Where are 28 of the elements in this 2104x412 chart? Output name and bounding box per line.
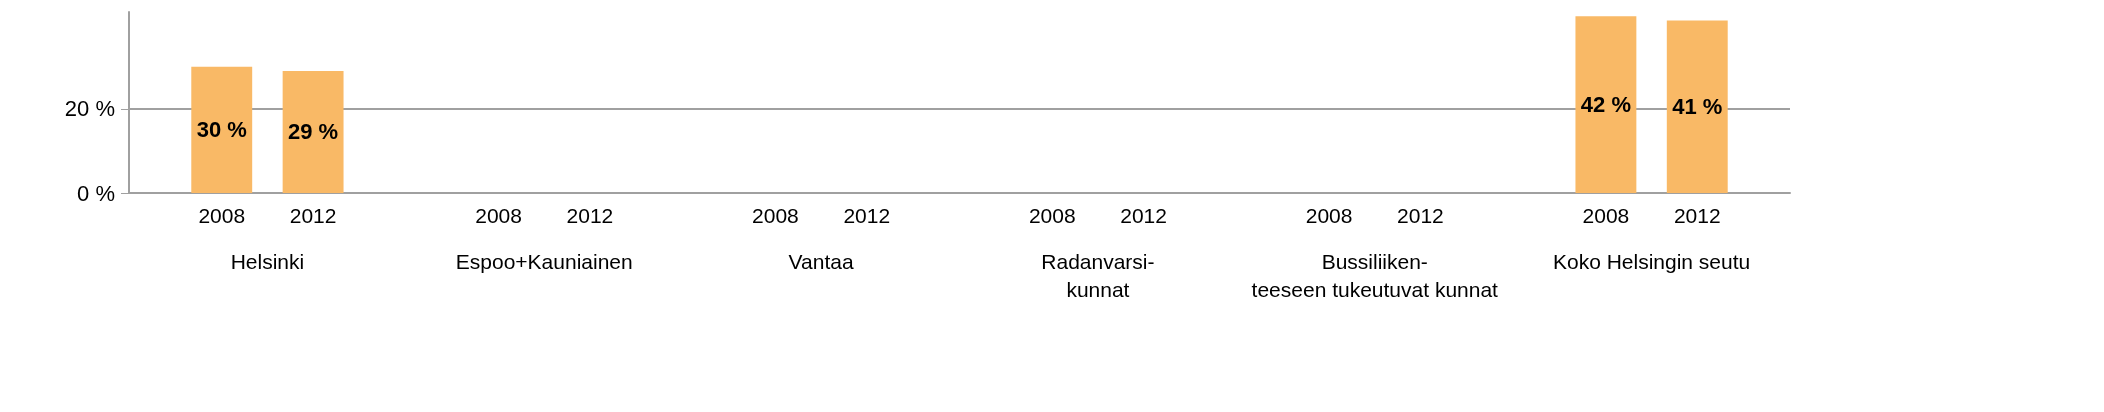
text: 2008: [1305, 204, 1353, 227]
text: 2012: [1397, 204, 1444, 227]
text: 2008: [752, 204, 799, 227]
x-tick-label: Radanvarsi-kunnat: [1041, 249, 1155, 301]
bar: [1575, 16, 1637, 193]
x-tick-label: Espoo+Kauniainen: [455, 249, 633, 273]
data-label: 42 %: [1580, 92, 1631, 118]
x-tick-label: Koko Helsingin seutu: [1552, 249, 1751, 273]
text: 2012: [1120, 204, 1167, 227]
x-tick-label: Helsinki: [230, 249, 305, 273]
text: 2012: [843, 204, 891, 227]
series-label: 2008: [198, 204, 246, 227]
bar: [191, 66, 253, 193]
data-label: 29 %: [288, 119, 339, 145]
y-tick-label: 20 %: [64, 96, 115, 122]
text: 2008: [475, 204, 522, 227]
x-tick-label: Bussiliiken-teeseen tukeutuvat kunnat: [1251, 249, 1499, 301]
text: 2012: [566, 204, 614, 227]
x-tick-label: Vantaa: [788, 249, 854, 273]
y-tick-label: 0 %: [77, 180, 115, 206]
bar: [1666, 20, 1728, 193]
data-label: 30 %: [196, 117, 247, 143]
series-label: 2012: [289, 204, 337, 227]
bar: [282, 70, 344, 193]
text: 2008: [1582, 204, 1630, 227]
text: 2008: [1028, 204, 1076, 227]
text: 2012: [1673, 204, 1721, 227]
data-label: 41 %: [1672, 94, 1723, 120]
